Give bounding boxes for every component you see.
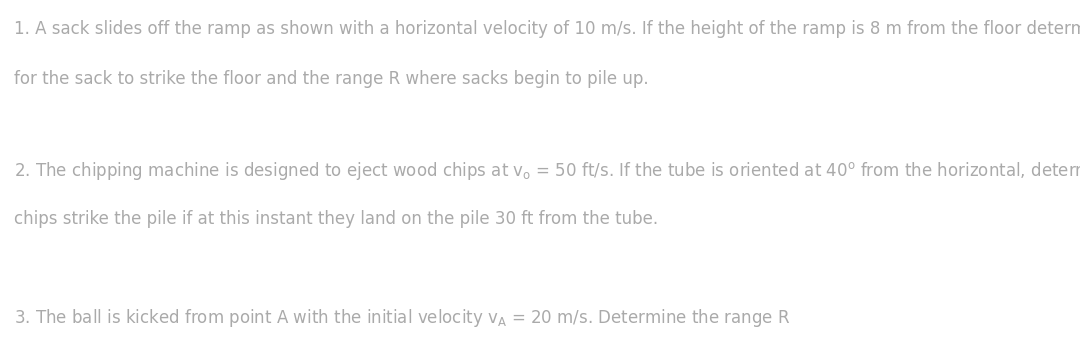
Text: 2. The chipping machine is designed to eject wood chips at v$_\mathregular{o}$ =: 2. The chipping machine is designed to e… [14,160,1080,182]
Text: 3. The ball is kicked from point A with the initial velocity v$_\mathregular{A}$: 3. The ball is kicked from point A with … [14,307,791,329]
Text: chips strike the pile if at this instant they land on the pile 30 ft from the tu: chips strike the pile if at this instant… [14,210,658,228]
Text: 1. A sack slides off the ramp as shown with a horizontal velocity of 10 m/s. If : 1. A sack slides off the ramp as shown w… [14,20,1080,38]
Text: for the sack to strike the floor and the range R where sacks begin to pile up.: for the sack to strike the floor and the… [14,70,649,88]
